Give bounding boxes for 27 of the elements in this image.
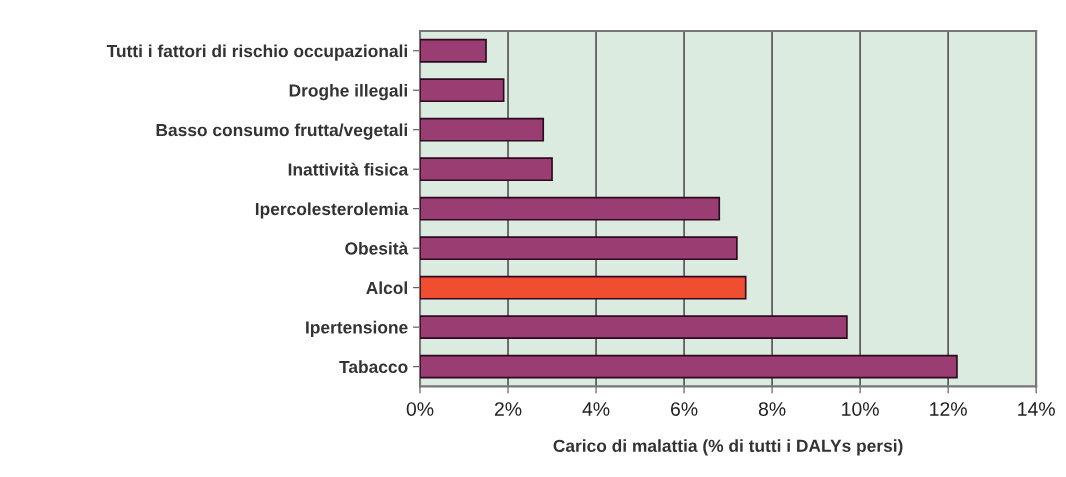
- y-tick-label: Tabacco: [339, 360, 408, 374]
- bar: [420, 38, 487, 63]
- x-tick-label: 10%: [842, 402, 879, 416]
- bar: [420, 78, 505, 103]
- y-tick-label: Obesità: [345, 241, 409, 255]
- x-tick-label: 8%: [758, 402, 786, 416]
- x-axis-title: Carico di malattia (% di tutti i DALYs persi): [553, 439, 903, 456]
- y-tick-label: Ipercolesterolemia: [255, 202, 409, 219]
- x-tick-label: 6%: [671, 402, 698, 416]
- y-tick-label: Inattività fisica: [288, 162, 409, 176]
- bar: [420, 354, 958, 379]
- y-tick-label: Basso consumo frutta/vegetali: [156, 123, 407, 140]
- y-tick-label: Alcol: [366, 281, 407, 295]
- bar: [420, 196, 721, 221]
- bar: [420, 236, 738, 261]
- x-tick-label: 14%: [1018, 402, 1055, 416]
- y-tick-label: Tutti i fattori di rischio occupazionali: [106, 44, 407, 61]
- x-tick-label: 2%: [494, 402, 522, 416]
- y-tick-label: Ipertensione: [306, 320, 408, 338]
- x-tick-label: 4%: [582, 402, 610, 416]
- bar: [420, 275, 747, 300]
- bar: [420, 315, 848, 340]
- y-tick-label: Droghe illegali: [289, 83, 407, 101]
- bar: [420, 117, 545, 142]
- bar: [420, 157, 553, 182]
- x-tick-label: 0%: [406, 402, 434, 416]
- x-tick-label: 12%: [930, 402, 967, 416]
